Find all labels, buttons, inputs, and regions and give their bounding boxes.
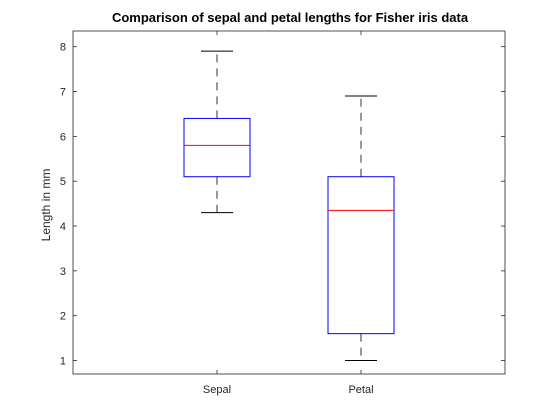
y-tick-label: 1: [60, 356, 66, 368]
plot-area: 1 2 3 4 5 6 7 8 Sepal Petal: [60, 30, 506, 396]
chart-title: Comparison of sepal and petal lengths fo…: [112, 10, 469, 25]
y-tick-label: 2: [60, 311, 66, 323]
y-tick-label: 4: [60, 221, 66, 233]
y-tick-label: 8: [60, 42, 66, 54]
y-tick-label: 5: [60, 176, 66, 188]
y-tick-label: 3: [60, 266, 66, 278]
y-tick-label: 7: [60, 87, 66, 99]
y-tick-label: 6: [60, 131, 66, 143]
x-tick-label: Petal: [348, 384, 373, 396]
box-iqr: [183, 117, 251, 178]
y-axis-label: Length in mm: [39, 169, 53, 242]
box-iqr: [327, 176, 395, 335]
axes-frame: [72, 30, 506, 375]
x-tick-label: Sepal: [203, 384, 231, 396]
